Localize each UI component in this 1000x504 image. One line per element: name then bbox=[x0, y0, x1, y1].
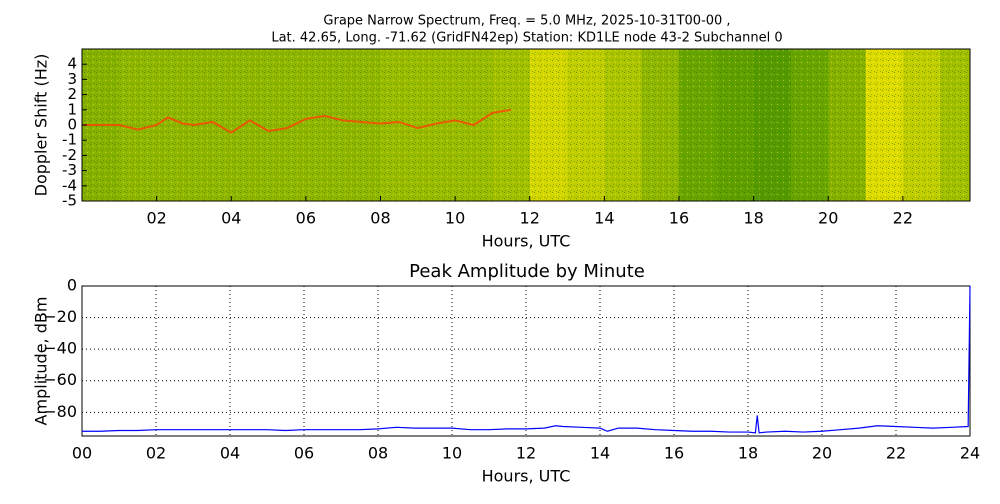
x-tick-label: 12 bbox=[520, 209, 540, 228]
y-tick-label: 3 bbox=[67, 70, 77, 88]
x-tick-label: 06 bbox=[294, 444, 314, 463]
plot-frame bbox=[81, 285, 971, 437]
x-tick-label: 00 bbox=[72, 444, 92, 463]
y-tick-label: -1 bbox=[62, 131, 77, 149]
y-tick-label: −40 bbox=[43, 339, 77, 358]
y-tick-label: 1 bbox=[67, 100, 77, 118]
x-tick-label: 06 bbox=[296, 209, 316, 228]
x-axis-label: Hours, UTC bbox=[482, 232, 571, 251]
y-tick-label: 0 bbox=[67, 276, 77, 295]
x-tick-label: 18 bbox=[738, 444, 758, 463]
y-tick-label: −20 bbox=[43, 307, 77, 326]
x-tick-label: 10 bbox=[445, 209, 465, 228]
x-tick-label: 12 bbox=[516, 444, 536, 463]
doppler-trace bbox=[82, 108, 512, 134]
chart-title: Lat. 42.65, Long. -71.62 (GridFN42ep) St… bbox=[271, 31, 782, 46]
chart-title: Peak Amplitude by Minute bbox=[409, 261, 645, 282]
x-tick-label: 16 bbox=[669, 209, 689, 228]
y-axis-label: Doppler Shift (Hz) bbox=[32, 54, 51, 197]
x-tick-label: 18 bbox=[743, 209, 763, 228]
y-tick-label: -3 bbox=[62, 161, 77, 179]
x-tick-label: 20 bbox=[812, 444, 832, 463]
x-tick-label: 04 bbox=[221, 209, 241, 228]
plot-frame bbox=[81, 48, 971, 202]
x-tick-label: 14 bbox=[590, 444, 610, 463]
x-tick-label: 22 bbox=[886, 444, 906, 463]
noise-texture bbox=[82, 49, 970, 201]
y-tick-label: −60 bbox=[43, 370, 77, 389]
x-tick-label: 04 bbox=[220, 444, 240, 463]
amplitude-line bbox=[82, 285, 971, 434]
chart-title: Grape Narrow Spectrum, Freq. = 5.0 MHz, … bbox=[323, 14, 730, 29]
y-tick-label: -2 bbox=[62, 146, 77, 164]
y-tick-label: −80 bbox=[43, 402, 77, 421]
y-tick-label: 4 bbox=[67, 55, 77, 73]
x-tick-label: 02 bbox=[146, 444, 166, 463]
y-tick-label: 0 bbox=[67, 116, 77, 134]
y-axis-label: Amplitude, dBm bbox=[32, 297, 51, 426]
x-tick-label: 16 bbox=[664, 444, 684, 463]
x-tick-label: 10 bbox=[442, 444, 462, 463]
y-tick-label: 2 bbox=[67, 85, 77, 103]
x-tick-label: 14 bbox=[594, 209, 614, 228]
x-tick-label: 08 bbox=[368, 444, 388, 463]
x-tick-label: 22 bbox=[893, 209, 913, 228]
x-axis-label: Hours, UTC bbox=[482, 467, 571, 486]
x-tick-label: 02 bbox=[146, 209, 166, 228]
x-tick-label: 24 bbox=[960, 444, 980, 463]
y-tick-label: -4 bbox=[62, 176, 77, 194]
y-tick-label: -5 bbox=[62, 192, 77, 210]
x-tick-label: 08 bbox=[370, 209, 390, 228]
x-tick-label: 20 bbox=[818, 209, 838, 228]
